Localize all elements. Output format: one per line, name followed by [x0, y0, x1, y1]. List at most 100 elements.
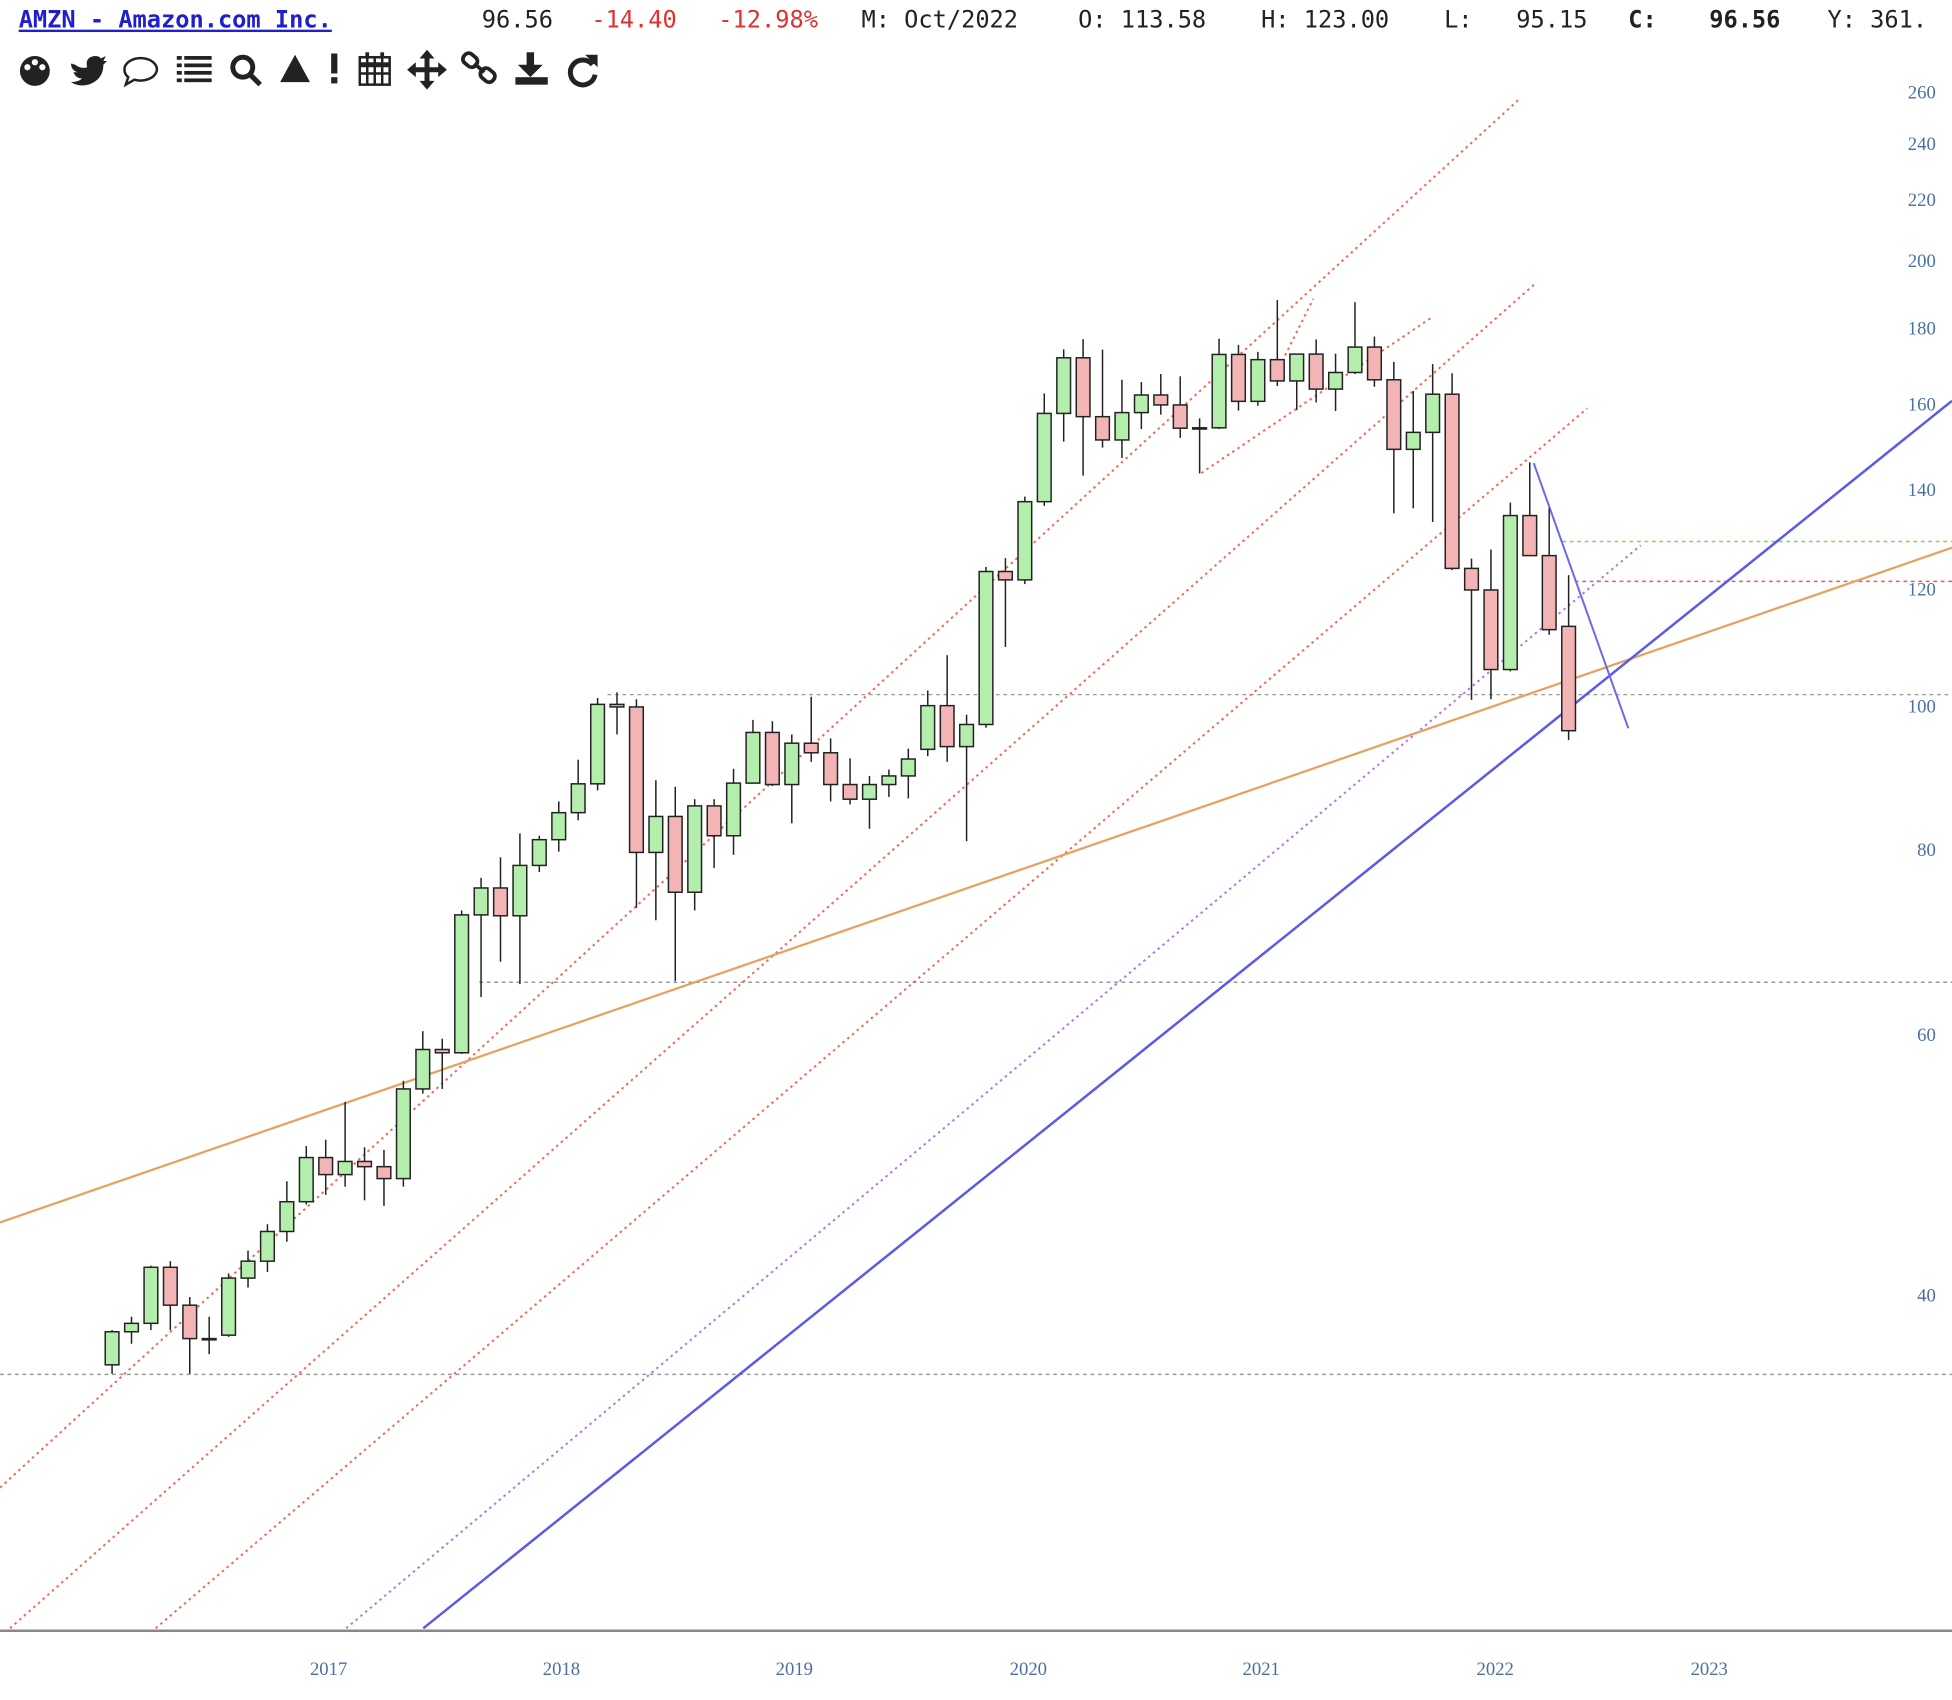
last-price: 96.56 [482, 6, 553, 34]
change-pct: -12.98% [718, 6, 818, 34]
high: H: 123.00 [1261, 6, 1389, 34]
candle-body [162, 1266, 178, 1306]
candle-body [512, 864, 528, 917]
candle-body [1522, 514, 1538, 557]
triangle-icon[interactable] [280, 54, 310, 83]
candle-body [1250, 358, 1266, 403]
blue-trendline [422, 399, 1952, 1630]
candle-body [667, 815, 683, 893]
candle-body [1133, 394, 1149, 414]
calendar-icon[interactable] [358, 52, 391, 86]
candle-body [1056, 357, 1072, 415]
candle-body [1075, 357, 1091, 418]
blue-downtrend [1532, 462, 1630, 729]
close: 96.56 [1709, 6, 1780, 34]
y-tick-label: 80 [1917, 840, 1936, 861]
candle-body [1289, 353, 1305, 382]
candle-body [1405, 431, 1421, 451]
year-change: Y: 361. [1827, 6, 1927, 34]
change: -14.40 [591, 6, 676, 34]
y-tick-label: 260 [1908, 82, 1936, 103]
candle-body [978, 570, 994, 726]
candles [104, 300, 1577, 1374]
candle-body [1172, 404, 1188, 429]
toolbar [19, 49, 598, 90]
x-tick-label: 2017 [310, 1659, 347, 1680]
low: 95.15 [1516, 6, 1587, 34]
candle-body [279, 1200, 295, 1233]
move-icon[interactable] [407, 49, 447, 90]
candle-body [1211, 353, 1227, 429]
candle-body [1036, 412, 1052, 503]
y-tick-label: 240 [1908, 134, 1936, 155]
open: O: 113.58 [1078, 6, 1206, 34]
refresh-arrow [585, 54, 598, 68]
candle-body [182, 1304, 198, 1340]
candle-body [861, 783, 878, 800]
candle-body [143, 1266, 159, 1325]
channel-line [1281, 298, 1315, 362]
candle-body [1230, 353, 1247, 403]
low-label: L: [1444, 6, 1472, 34]
list-icon[interactable] [176, 56, 212, 83]
x-tick-label: 2021 [1243, 1659, 1280, 1680]
candle-body [318, 1156, 334, 1176]
comment-icon[interactable] [123, 56, 159, 88]
refresh-icon[interactable] [567, 57, 598, 88]
candle-body [123, 1322, 140, 1333]
candle-body [415, 1048, 431, 1090]
candle-body [1017, 500, 1033, 581]
candle-body [1366, 346, 1383, 381]
y-tick-label: 100 [1908, 696, 1936, 717]
candle-body [492, 887, 509, 917]
y-tick-label: 40 [1917, 1285, 1936, 1306]
candle-body [434, 1048, 450, 1054]
search-icon[interactable] [230, 54, 262, 87]
candle-body [784, 742, 800, 786]
candle-body [706, 805, 722, 837]
candle-body [1094, 415, 1111, 441]
candle-body [997, 570, 1014, 581]
candle-body [473, 887, 489, 916]
candle-body [337, 1160, 353, 1176]
candle-body [298, 1156, 314, 1203]
drawings [0, 98, 1952, 1630]
symbol-link[interactable]: AMZN - Amazon.com Inc. [19, 6, 332, 34]
candle-body [395, 1088, 411, 1180]
channel-line [154, 407, 1588, 1630]
y-tick-label: 160 [1908, 394, 1936, 415]
candle-body [1541, 554, 1557, 631]
candle-body [648, 815, 664, 854]
candle-body [725, 782, 742, 837]
candle-body [1386, 379, 1402, 451]
period: M: Oct/2022 [861, 6, 1018, 34]
download-icon[interactable] [515, 52, 548, 85]
x-tick-label: 2019 [776, 1659, 813, 1680]
candle-body [356, 1160, 373, 1168]
alert-icon[interactable] [331, 53, 338, 84]
x-tick-label: 2018 [543, 1659, 580, 1680]
twitter-icon[interactable] [70, 56, 108, 86]
candle-body [1114, 411, 1130, 441]
candle-body [1483, 589, 1499, 671]
candle-body [842, 783, 858, 800]
candle-body [259, 1230, 276, 1262]
candle-body [551, 811, 567, 841]
channel-line [0, 98, 1520, 1489]
palette-icon[interactable] [19, 56, 50, 86]
candle-body [803, 742, 819, 754]
candle-body [823, 752, 839, 786]
candle-body [104, 1331, 120, 1366]
x-tick-label: 2022 [1477, 1659, 1514, 1680]
candle-body [1269, 358, 1285, 382]
candle-body [1153, 394, 1169, 406]
candle-body [1463, 567, 1480, 591]
header: AMZN - Amazon.com Inc. 96.56 -14.40 -12.… [19, 6, 1927, 34]
candle-body [1347, 346, 1363, 374]
candle-body [687, 805, 703, 893]
candle-body [745, 731, 761, 784]
candle-body [900, 758, 916, 777]
candle-body [1444, 393, 1460, 570]
link-icon[interactable] [461, 51, 497, 85]
